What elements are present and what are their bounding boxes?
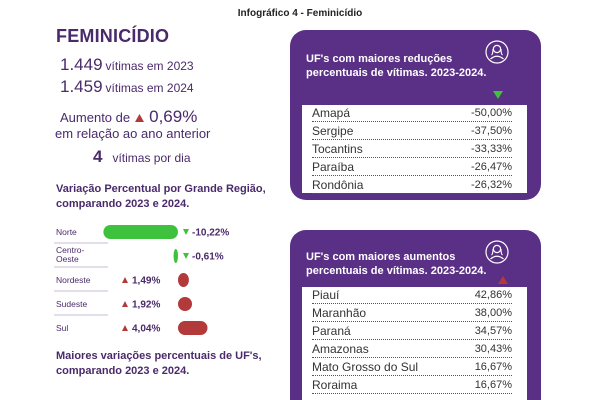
uf-name: Rondônia xyxy=(312,178,366,193)
uf-value: -37,50% xyxy=(469,124,512,139)
increase-subtext: em relação ao ano anterior xyxy=(55,126,211,141)
reduction-row: Amapá -50,00% xyxy=(312,104,512,122)
increase-value: 0,69% xyxy=(149,107,198,126)
triangle-down-icon xyxy=(493,91,503,99)
increase-row: Paraná 34,57% xyxy=(312,322,512,340)
uf-value: 16,67% xyxy=(472,360,512,375)
region-value: 4,04% xyxy=(132,324,160,335)
reduction-row: Paraíba -26,47% xyxy=(312,158,512,176)
reductions-panel-title: UF's com maiores reduções percentuais de… xyxy=(306,53,487,79)
uf-value: -26,32% xyxy=(469,178,512,193)
increases-list: Piauí 42,86% Maranhão 38,00% Paraná 34,57% Ama… xyxy=(290,230,541,400)
uf-section-title: Maiores variações percentuais de UF's, c… xyxy=(56,350,262,377)
uf-value: 30,43% xyxy=(472,342,512,357)
triangle-up-icon xyxy=(122,325,128,331)
region-bar xyxy=(178,321,208,335)
region-label: Sudeste xyxy=(56,299,87,309)
increase-row: Maranhão 38,00% xyxy=(312,304,512,322)
uf-name: Roraima xyxy=(312,378,360,393)
reduction-row: Tocantins -33,33% xyxy=(312,140,512,158)
page-header: Infográfico 4 - Feminicídio xyxy=(237,8,363,19)
region-label: Centro-Oeste xyxy=(56,245,85,264)
increase-row: Roraima 16,67% xyxy=(312,376,512,394)
triangle-up-icon xyxy=(135,114,145,122)
stat-2023-number: 1.449 xyxy=(60,55,103,74)
region-bar xyxy=(178,273,189,287)
stat-2023-label: vítimas em 2023 xyxy=(105,59,194,73)
increases-panel-title: UF's com maiores aumentos percentuais de… xyxy=(306,251,487,277)
region-bar xyxy=(178,297,193,311)
per-day: 4 vítimas por dia xyxy=(93,147,191,167)
uf-value: -33,33% xyxy=(469,142,512,157)
uf-value: 16,67% xyxy=(472,378,512,393)
uf-name: Mato Grosso do Sul xyxy=(312,360,421,375)
reductions-list: Amapá -50,00% Sergipe -37,50% Tocantins -33,3… xyxy=(290,30,541,200)
increase-row: Amazonas 30,43% xyxy=(312,340,512,358)
stat-2024-label: vítimas em 2024 xyxy=(105,81,194,95)
triangle-down-icon xyxy=(183,253,189,259)
region-label: Sul xyxy=(56,323,68,333)
uf-name: Maranhão xyxy=(312,306,369,321)
region-label: Norte xyxy=(56,227,77,237)
region-label: Nordeste xyxy=(56,275,91,285)
woman-avatar-icon xyxy=(485,240,509,264)
uf-value: 42,86% xyxy=(472,288,512,303)
increase-row: Aumento de 0,69% xyxy=(60,107,197,127)
triangle-down-icon xyxy=(183,229,189,235)
uf-name: Amazonas xyxy=(312,342,371,357)
region-value: 1,92% xyxy=(132,300,160,311)
region-value: -10,22% xyxy=(192,228,229,239)
region-value: 1,49% xyxy=(132,276,160,287)
uf-value: -50,00% xyxy=(469,106,512,121)
woman-avatar-icon xyxy=(485,40,509,64)
triangle-up-icon xyxy=(122,301,128,307)
region-bar-chart: Norte -10,22% Centro-Oeste -0,61% Nordeste 1,… xyxy=(54,225,229,335)
increase-row: Mato Grosso do Sul 16,67% xyxy=(312,358,512,376)
region-value: -0,61% xyxy=(192,252,224,263)
page-title: FEMINICÍDIO xyxy=(56,26,170,46)
increases-panel: UF's com maiores aumentos percentuais de… xyxy=(290,230,541,400)
stat-2023: 1.449 vítimas em 2023 xyxy=(60,55,194,75)
reductions-panel: UF's com maiores reduções percentuais de… xyxy=(290,30,541,200)
per-day-number: 4 xyxy=(93,147,103,166)
per-day-label: vítimas por dia xyxy=(112,151,191,165)
increase-row: Piauí 42,86% xyxy=(312,286,512,304)
region-bar xyxy=(173,249,178,263)
region-bar xyxy=(103,225,178,239)
region-section-title: Variação Percentual por Grande Região, c… xyxy=(56,183,266,210)
uf-name: Tocantins xyxy=(312,142,365,157)
stat-2024: 1.459 vítimas em 2024 xyxy=(60,77,194,97)
uf-name: Sergipe xyxy=(312,124,356,139)
uf-value: 34,57% xyxy=(472,324,512,339)
uf-name: Paraíba xyxy=(312,160,357,175)
uf-value: 38,00% xyxy=(472,306,512,321)
uf-value: -26,47% xyxy=(469,160,512,175)
increase-label: Aumento de xyxy=(60,110,131,125)
uf-name: Piauí xyxy=(312,288,342,303)
reduction-row: Rondônia -26,32% xyxy=(312,176,512,194)
triangle-up-icon xyxy=(498,276,508,284)
stat-2024-number: 1.459 xyxy=(60,77,103,96)
uf-name: Paraná xyxy=(312,324,353,339)
triangle-up-icon xyxy=(122,277,128,283)
uf-name: Amapá xyxy=(312,106,353,121)
reduction-row: Sergipe -37,50% xyxy=(312,122,512,140)
